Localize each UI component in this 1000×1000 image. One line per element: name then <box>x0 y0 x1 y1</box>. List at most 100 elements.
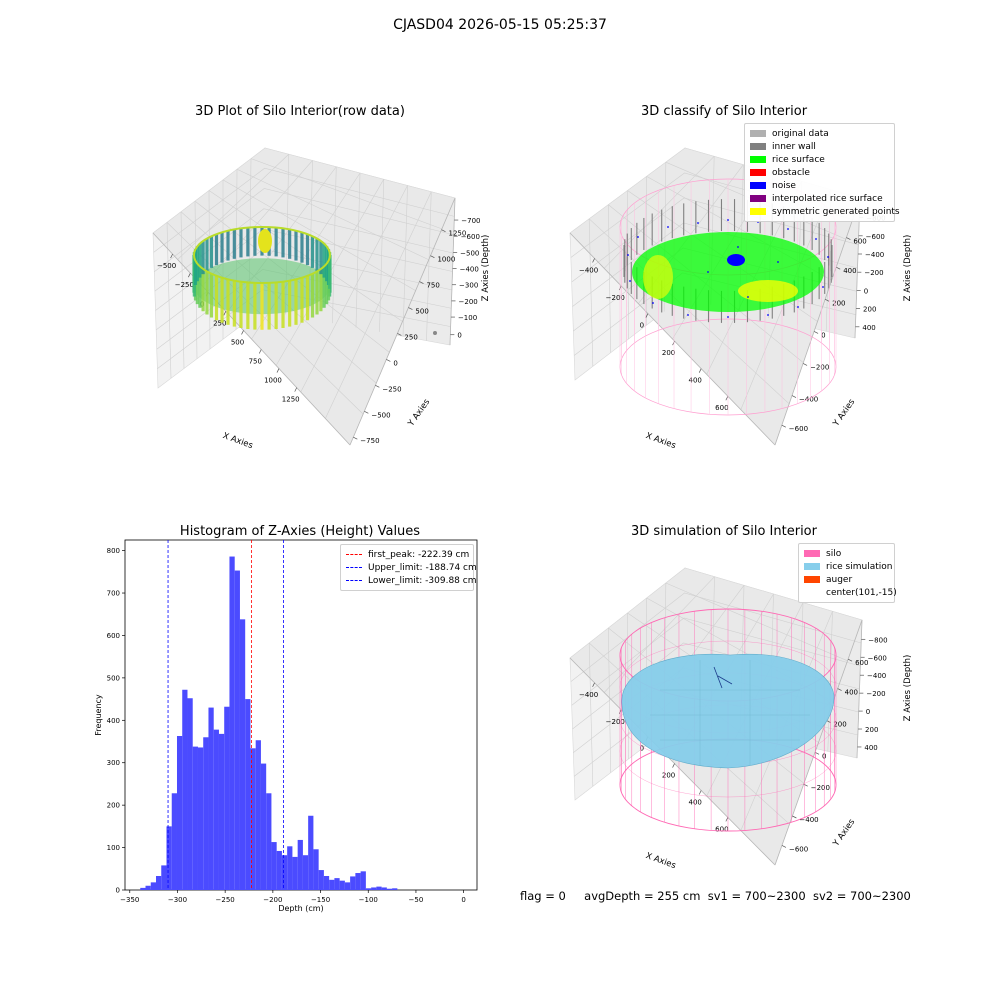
histogram-bar <box>365 888 372 890</box>
x-tick-label: −400 <box>579 266 598 274</box>
z-tick-label: −400 <box>460 266 479 274</box>
x-tick <box>672 763 675 768</box>
y-tick <box>847 658 853 662</box>
y-tick <box>802 363 808 366</box>
y-tick-label: 1250 <box>449 230 467 238</box>
histogram-bar <box>297 839 303 890</box>
x-tick-label: 750 <box>249 357 262 365</box>
y-tick <box>814 751 820 755</box>
y-tick-label: −400 <box>799 396 818 404</box>
y-tick-label: −200 <box>811 784 830 792</box>
legend-swatch <box>804 589 820 596</box>
histogram-bar <box>381 887 387 890</box>
histogram-bar <box>156 876 162 890</box>
histogram-bar <box>281 855 288 890</box>
z-tick-label: 400 <box>862 324 875 332</box>
plot4-legend: silo rice simulation auger center(101,-1… <box>798 543 897 603</box>
rice-simulation-surface <box>621 653 835 769</box>
noise-point <box>822 286 824 288</box>
plot1-3d-axes[interactable]: −500 −250 0 250 500 750 1000 1250 −750 −500 −250 0 2… <box>0 0 500 500</box>
plot2-title: 3D classify of Silo Interior <box>640 104 808 119</box>
histogram-bar <box>376 886 382 890</box>
z-tick-label: −600 <box>868 654 887 662</box>
x-tick-label: 400 <box>689 377 702 385</box>
raw-outlier-point <box>433 331 437 335</box>
y-tick-label: 1000 <box>437 256 455 264</box>
y-tick <box>836 266 841 270</box>
noise-point <box>737 246 739 248</box>
x-tick-label: 0 <box>640 745 644 753</box>
x-tick-label: −200 <box>263 896 282 904</box>
floor-gridline <box>665 582 848 662</box>
x-axis-line <box>569 232 776 446</box>
legend-item-silo: silo <box>804 547 889 560</box>
histogram-bar <box>150 882 157 890</box>
x-tick <box>698 790 702 795</box>
y-tick-label: −750 <box>360 437 379 445</box>
x-tick-label: −300 <box>168 896 187 904</box>
x-tick-label: −500 <box>157 262 176 270</box>
histogram-bar <box>255 740 261 890</box>
noise-point <box>652 302 654 304</box>
legend-item-auger: auger <box>804 573 889 586</box>
legend-item-rice-surface: rice surface <box>750 153 889 166</box>
y-tick-label: 0 <box>116 887 120 895</box>
x-tick-label: 1000 <box>264 377 282 385</box>
symmetric-points-area <box>738 280 798 302</box>
x-tick-label: −250 <box>216 896 235 904</box>
y-tick-label: 300 <box>107 759 120 767</box>
x-tick <box>276 368 280 373</box>
x-tick-label: −50 <box>409 896 424 904</box>
z-axis-line <box>449 197 456 346</box>
legend-label: first_peak: -222.39 cm <box>368 549 470 560</box>
y-tick <box>846 237 851 240</box>
legend-item-center: center(101,-15) <box>804 586 897 599</box>
legend-item-first-peak: first_peak: -222.39 cm <box>346 548 470 561</box>
plot2-legend: original data inner wall rice surface ob… <box>744 123 900 222</box>
plot4-3d-axes[interactable]: −400−2000200400600−600−400−2000200400600… <box>500 500 1000 885</box>
histogram-bar <box>371 887 377 890</box>
status-line: flag = 0 avgDepth = 255 cm sv1 = 700~230… <box>520 889 911 903</box>
z-tick-label: 200 <box>863 306 876 314</box>
histogram-axes[interactable]: −350 −300 −250 −200 −150 −100 −50 0 0 100 200 300 40… <box>0 500 500 930</box>
y-axis-line <box>774 619 863 866</box>
histogram-bar <box>250 748 256 890</box>
z-tick-label: −700 <box>461 217 480 225</box>
y-tick-label: 100 <box>107 844 120 852</box>
x-tick-label: −100 <box>359 896 378 904</box>
histogram-bar <box>239 619 246 890</box>
legend-swatch <box>750 208 766 215</box>
y-tick <box>353 436 358 440</box>
raw-top-rim <box>193 226 331 284</box>
y-tick-label: 200 <box>832 299 845 307</box>
histogram-bar <box>140 887 146 890</box>
histogram-bar <box>313 849 319 890</box>
x-tick <box>294 387 298 392</box>
histogram-bar <box>287 846 293 890</box>
wall-gridline <box>379 179 385 332</box>
x-tick-label: 0 <box>461 896 465 904</box>
wall-gridline <box>827 611 833 752</box>
x-tick-label: 400 <box>689 798 702 806</box>
legend-swatch <box>750 169 766 176</box>
legend-line <box>346 554 362 555</box>
x-tick <box>645 313 649 318</box>
histogram-bar <box>224 706 230 890</box>
x-axis-line <box>152 232 351 446</box>
x-tick-label: −150 <box>311 896 330 904</box>
plot2-3d-axes[interactable]: −400−2000200400600−600−400−2000200400600… <box>500 0 1000 500</box>
y-tick-label: −600 <box>789 425 808 433</box>
histogram-title: Histogram of Z-Axies (Height) Values <box>179 524 421 539</box>
noise-point <box>697 222 699 224</box>
symmetric-points-area <box>643 255 673 299</box>
z-tick-label: −800 <box>868 636 887 644</box>
z-tick-label: −300 <box>459 282 478 290</box>
x-tick <box>592 258 595 263</box>
y-tick-label: 200 <box>107 802 120 810</box>
legend-label: obstacle <box>772 167 810 178</box>
floor-gridline <box>325 191 432 419</box>
z-tick-label: 200 <box>865 726 878 734</box>
legend-label: original data <box>772 128 829 139</box>
z-tick-label: −500 <box>460 249 479 257</box>
floor-gridline <box>222 179 416 291</box>
